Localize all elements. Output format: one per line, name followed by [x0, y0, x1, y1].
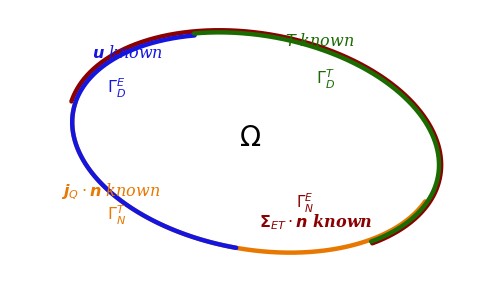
Text: $T$ known: $T$ known	[285, 32, 354, 50]
Text: $\Gamma_D^T$: $\Gamma_D^T$	[316, 68, 336, 91]
Text: $\boldsymbol{j}_Q \cdot \boldsymbol{n}$ known: $\boldsymbol{j}_Q \cdot \boldsymbol{n}$ …	[61, 182, 160, 203]
Text: $\boldsymbol{u}$ known: $\boldsymbol{u}$ known	[92, 45, 162, 63]
Text: $\boldsymbol{\Sigma}_{ET} \cdot \boldsymbol{n}$ known: $\boldsymbol{\Sigma}_{ET} \cdot \boldsym…	[259, 213, 372, 232]
Text: $\Gamma_N^T$: $\Gamma_N^T$	[107, 203, 126, 226]
Text: $\Gamma_D^E$: $\Gamma_D^E$	[107, 77, 126, 100]
Text: $\Omega$: $\Omega$	[239, 125, 261, 152]
Text: $\Gamma_N^E$: $\Gamma_N^E$	[296, 191, 314, 215]
